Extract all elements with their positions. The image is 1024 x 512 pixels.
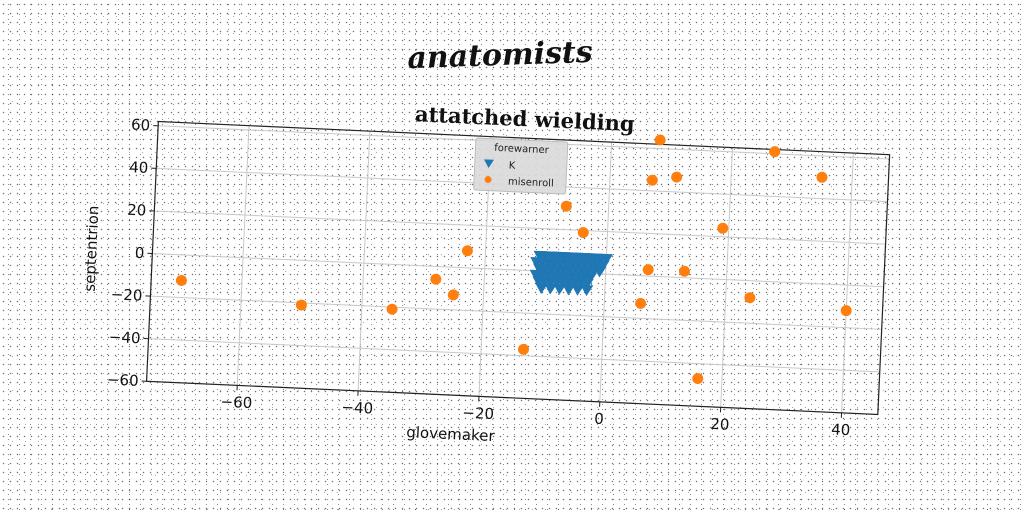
data-point xyxy=(295,299,307,311)
data-point xyxy=(571,284,585,296)
x-tick-label: −60 xyxy=(220,393,252,412)
x-tick-label: −20 xyxy=(462,404,494,423)
data-point xyxy=(654,134,666,146)
data-point xyxy=(584,272,598,284)
y-tick-label: −60 xyxy=(107,370,139,389)
x-tick-label: 40 xyxy=(831,420,851,439)
data-point xyxy=(593,266,607,278)
legend-box xyxy=(473,137,569,195)
x-tick-label: 20 xyxy=(710,415,730,434)
data-point xyxy=(646,174,658,186)
data-point xyxy=(562,284,576,296)
y-ticks: −60 −40 −20 0 20 40 60 xyxy=(107,116,159,390)
y-tick-label: 40 xyxy=(129,158,149,177)
y-tick-label: −40 xyxy=(108,328,140,347)
legend-marker xyxy=(484,176,492,184)
x-ticks: −60 −40 −20 0 20 40 xyxy=(220,385,851,439)
plot-frame xyxy=(145,120,891,416)
data-marks xyxy=(175,134,852,385)
data-point xyxy=(553,283,567,295)
x-tick-label: 0 xyxy=(594,410,604,428)
y-tick-label: 0 xyxy=(134,244,144,262)
legend-title: forewarner xyxy=(494,143,550,157)
data-point xyxy=(461,245,473,257)
y-tick-label: 60 xyxy=(131,116,151,135)
data-point xyxy=(642,264,654,276)
data-point xyxy=(596,259,610,272)
data-point xyxy=(560,200,572,212)
data-point xyxy=(600,253,614,266)
data-point xyxy=(744,292,756,304)
data-point xyxy=(447,289,459,301)
y-tick-label: −20 xyxy=(110,285,142,304)
y-grid-line xyxy=(152,253,884,288)
x-grid-line xyxy=(599,142,613,402)
x-tick-label: −40 xyxy=(341,398,373,417)
x-grid-line xyxy=(720,147,733,408)
data-point xyxy=(386,303,398,315)
legend-label: misenroll xyxy=(508,176,554,189)
legend-label: K xyxy=(508,160,515,171)
data-point xyxy=(816,171,828,183)
data-point xyxy=(671,171,683,183)
data-point xyxy=(430,273,442,285)
data-point xyxy=(577,227,589,239)
data-point xyxy=(717,222,729,234)
data-point xyxy=(580,278,594,290)
data-point xyxy=(692,373,704,385)
y-axis-label: septentrion xyxy=(81,205,103,292)
x-grid-line xyxy=(357,131,371,391)
data-point xyxy=(175,274,187,286)
y-grid-line xyxy=(148,338,880,373)
data-point xyxy=(769,146,781,158)
y-grid-line xyxy=(154,210,886,245)
series-K xyxy=(529,250,614,297)
series-misenroll xyxy=(175,134,852,385)
data-point xyxy=(544,283,558,295)
data-point xyxy=(517,343,529,355)
data-point xyxy=(580,284,594,297)
data-point xyxy=(635,297,647,309)
y-grid-line xyxy=(150,295,882,330)
data-point xyxy=(678,265,690,277)
legend-marker xyxy=(483,159,494,169)
chart-title: attatched wielding xyxy=(415,101,636,136)
x-grid-line xyxy=(841,153,854,413)
data-point xyxy=(535,282,549,295)
y-tick-label: 20 xyxy=(127,201,147,220)
x-axis-label: glovemaker xyxy=(406,423,496,445)
data-point xyxy=(840,305,852,317)
x-grid-line xyxy=(236,125,250,386)
